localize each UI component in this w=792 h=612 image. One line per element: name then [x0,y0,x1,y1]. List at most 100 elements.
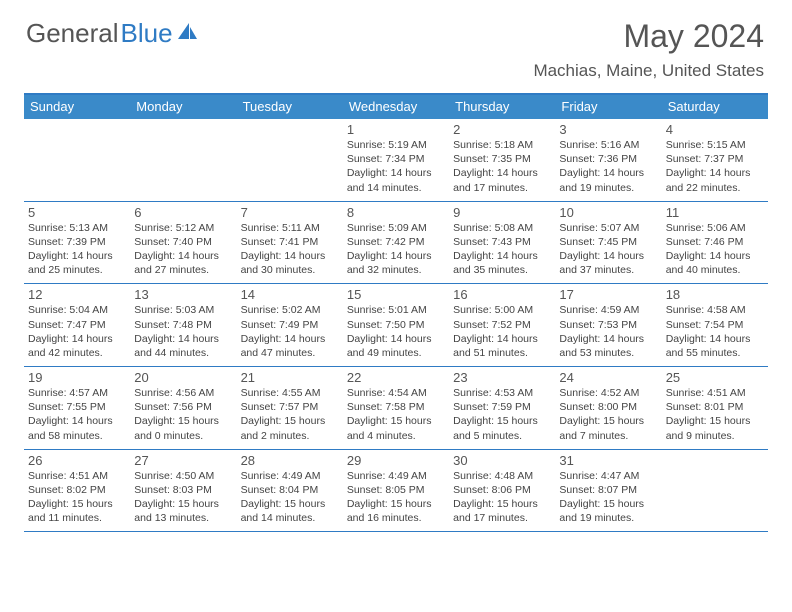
calendar-week-row: 26Sunrise: 4:51 AMSunset: 8:02 PMDayligh… [24,450,768,533]
sunset-line: Sunset: 7:41 PM [241,235,339,249]
sunrise-line: Sunrise: 5:11 AM [241,221,339,235]
location-text: Machias, Maine, United States [533,61,764,81]
daylight-line: Daylight: 15 hours and 9 minutes. [666,414,764,442]
calendar-weeks: 1Sunrise: 5:19 AMSunset: 7:34 PMDaylight… [24,119,768,532]
daylight-line: Daylight: 15 hours and 17 minutes. [453,497,551,525]
sunrise-line: Sunrise: 4:51 AM [666,386,764,400]
calendar-cell: 26Sunrise: 4:51 AMSunset: 8:02 PMDayligh… [24,450,130,532]
day-number: 1 [347,122,445,137]
day-number: 25 [666,370,764,385]
day-number: 21 [241,370,339,385]
calendar-cell: 21Sunrise: 4:55 AMSunset: 7:57 PMDayligh… [237,367,343,449]
sunset-line: Sunset: 7:35 PM [453,152,551,166]
calendar-cell: 1Sunrise: 5:19 AMSunset: 7:34 PMDaylight… [343,119,449,201]
sunrise-line: Sunrise: 5:06 AM [666,221,764,235]
calendar-week-row: 19Sunrise: 4:57 AMSunset: 7:55 PMDayligh… [24,367,768,450]
calendar-cell [662,450,768,532]
sunrise-line: Sunrise: 5:02 AM [241,303,339,317]
sunset-line: Sunset: 7:50 PM [347,318,445,332]
daylight-line: Daylight: 14 hours and 44 minutes. [134,332,232,360]
day-number: 7 [241,205,339,220]
day-number: 24 [559,370,657,385]
page-header: GeneralBlue May 2024 Machias, Maine, Uni… [0,0,792,85]
sunrise-line: Sunrise: 4:51 AM [28,469,126,483]
sunrise-line: Sunrise: 5:01 AM [347,303,445,317]
calendar-cell: 2Sunrise: 5:18 AMSunset: 7:35 PMDaylight… [449,119,555,201]
day-number: 16 [453,287,551,302]
sunrise-line: Sunrise: 5:12 AM [134,221,232,235]
sunset-line: Sunset: 7:53 PM [559,318,657,332]
calendar: SundayMondayTuesdayWednesdayThursdayFrid… [24,93,768,532]
daylight-line: Daylight: 15 hours and 5 minutes. [453,414,551,442]
calendar-week-row: 1Sunrise: 5:19 AMSunset: 7:34 PMDaylight… [24,119,768,202]
daylight-line: Daylight: 14 hours and 37 minutes. [559,249,657,277]
calendar-cell: 6Sunrise: 5:12 AMSunset: 7:40 PMDaylight… [130,202,236,284]
calendar-cell: 4Sunrise: 5:15 AMSunset: 7:37 PMDaylight… [662,119,768,201]
sunrise-line: Sunrise: 5:19 AM [347,138,445,152]
sunset-line: Sunset: 7:42 PM [347,235,445,249]
calendar-cell: 22Sunrise: 4:54 AMSunset: 7:58 PMDayligh… [343,367,449,449]
sunset-line: Sunset: 7:46 PM [666,235,764,249]
calendar-cell: 28Sunrise: 4:49 AMSunset: 8:04 PMDayligh… [237,450,343,532]
calendar-cell [130,119,236,201]
day-number: 9 [453,205,551,220]
daylight-line: Daylight: 14 hours and 49 minutes. [347,332,445,360]
calendar-cell: 24Sunrise: 4:52 AMSunset: 8:00 PMDayligh… [555,367,661,449]
day-number: 19 [28,370,126,385]
sunset-line: Sunset: 8:02 PM [28,483,126,497]
sunset-line: Sunset: 7:37 PM [666,152,764,166]
sunset-line: Sunset: 7:36 PM [559,152,657,166]
day-header: Saturday [662,95,768,119]
day-header: Thursday [449,95,555,119]
calendar-cell: 8Sunrise: 5:09 AMSunset: 7:42 PMDaylight… [343,202,449,284]
sunrise-line: Sunrise: 5:15 AM [666,138,764,152]
daylight-line: Daylight: 14 hours and 35 minutes. [453,249,551,277]
calendar-cell: 29Sunrise: 4:49 AMSunset: 8:05 PMDayligh… [343,450,449,532]
sunrise-line: Sunrise: 4:48 AM [453,469,551,483]
daylight-line: Daylight: 14 hours and 30 minutes. [241,249,339,277]
sunrise-line: Sunrise: 4:55 AM [241,386,339,400]
sunset-line: Sunset: 8:01 PM [666,400,764,414]
calendar-cell [24,119,130,201]
day-number: 28 [241,453,339,468]
title-block: May 2024 Machias, Maine, United States [533,18,764,81]
daylight-line: Daylight: 14 hours and 32 minutes. [347,249,445,277]
daylight-line: Daylight: 15 hours and 13 minutes. [134,497,232,525]
calendar-cell: 31Sunrise: 4:47 AMSunset: 8:07 PMDayligh… [555,450,661,532]
calendar-cell: 13Sunrise: 5:03 AMSunset: 7:48 PMDayligh… [130,284,236,366]
daylight-line: Daylight: 14 hours and 25 minutes. [28,249,126,277]
day-header: Wednesday [343,95,449,119]
sunrise-line: Sunrise: 5:08 AM [453,221,551,235]
sunset-line: Sunset: 7:49 PM [241,318,339,332]
daylight-line: Daylight: 15 hours and 11 minutes. [28,497,126,525]
sunset-line: Sunset: 7:40 PM [134,235,232,249]
daylight-line: Daylight: 14 hours and 17 minutes. [453,166,551,194]
daylight-line: Daylight: 15 hours and 0 minutes. [134,414,232,442]
sunrise-line: Sunrise: 5:09 AM [347,221,445,235]
daylight-line: Daylight: 14 hours and 22 minutes. [666,166,764,194]
day-number: 3 [559,122,657,137]
calendar-cell: 3Sunrise: 5:16 AMSunset: 7:36 PMDaylight… [555,119,661,201]
day-number: 30 [453,453,551,468]
sunset-line: Sunset: 7:56 PM [134,400,232,414]
day-number: 6 [134,205,232,220]
day-number: 15 [347,287,445,302]
sunset-line: Sunset: 8:03 PM [134,483,232,497]
sunrise-line: Sunrise: 4:53 AM [453,386,551,400]
day-number: 13 [134,287,232,302]
calendar-cell: 23Sunrise: 4:53 AMSunset: 7:59 PMDayligh… [449,367,555,449]
calendar-cell: 11Sunrise: 5:06 AMSunset: 7:46 PMDayligh… [662,202,768,284]
day-number: 12 [28,287,126,302]
sunrise-line: Sunrise: 4:58 AM [666,303,764,317]
calendar-week-row: 12Sunrise: 5:04 AMSunset: 7:47 PMDayligh… [24,284,768,367]
daylight-line: Daylight: 14 hours and 58 minutes. [28,414,126,442]
day-number: 27 [134,453,232,468]
day-number: 22 [347,370,445,385]
calendar-cell: 12Sunrise: 5:04 AMSunset: 7:47 PMDayligh… [24,284,130,366]
calendar-cell: 9Sunrise: 5:08 AMSunset: 7:43 PMDaylight… [449,202,555,284]
sunrise-line: Sunrise: 5:16 AM [559,138,657,152]
daylight-line: Daylight: 15 hours and 2 minutes. [241,414,339,442]
day-number: 10 [559,205,657,220]
sunset-line: Sunset: 7:58 PM [347,400,445,414]
daylight-line: Daylight: 14 hours and 27 minutes. [134,249,232,277]
